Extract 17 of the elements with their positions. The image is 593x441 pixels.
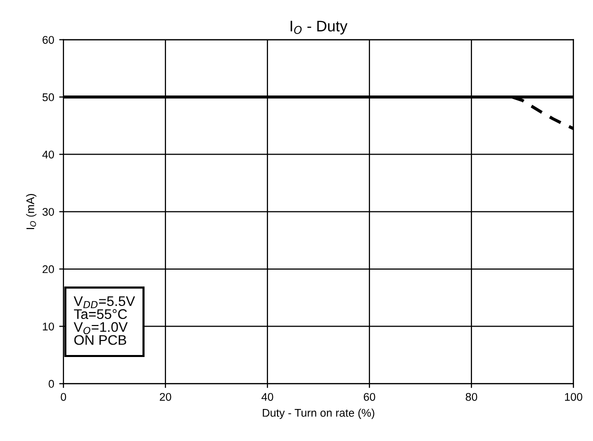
x-tick-label: 100 [565,392,582,401]
x-tick-label: 80 [466,392,478,401]
y-tick-label: 40 [42,150,54,158]
x-tick-label: 60 [364,392,376,401]
chart-title: I$_{O}$ - Duty [290,20,348,34]
y-tick-label: 60 [42,36,54,44]
y-tick-label: 50 [42,93,54,102]
y-tick-label: 0 [48,380,54,388]
x-tick-label: 0 [60,392,66,401]
y-tick-label: 20 [42,265,54,274]
y-axis-title: I$_{O}$ (mA) [26,194,36,230]
x-axis-title: Duty - Turn on rate (%) [262,408,374,419]
x-tick-label: 20 [160,392,172,401]
y-tick-label: 10 [42,322,54,330]
y-tick-label: 30 [42,208,54,216]
x-tick-label: 40 [262,392,274,401]
annotation: V$_{DD}$=5.5V Ta=55°C V$_{O}$=1.0V ON PCB [74,296,136,345]
